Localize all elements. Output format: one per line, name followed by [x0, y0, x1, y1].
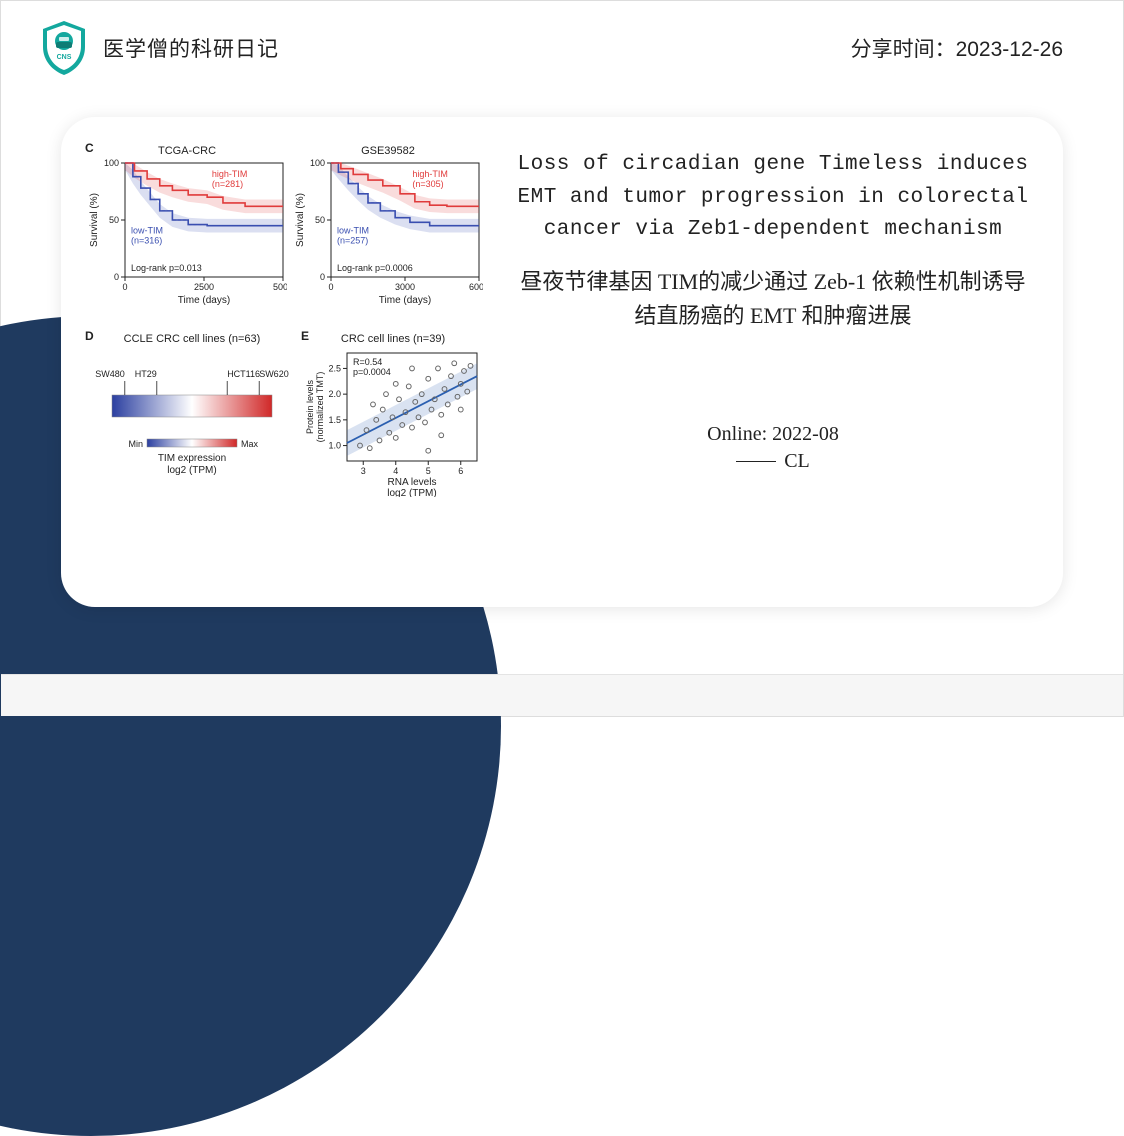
row-de: D CCLE CRC cell lines (n=63) SW480HT29HC… [87, 333, 487, 497]
svg-text:2500: 2500 [194, 282, 214, 292]
panel-d: D CCLE CRC cell lines (n=63) SW480HT29HC… [87, 333, 297, 497]
meta-block: Online: 2022-08 CL [707, 423, 839, 473]
header: CNS 医学僧的科研日记 分享时间：2023-12-26 [1, 1, 1123, 87]
panel-e: E CRC cell lines (n=39) 34561.01.52.02.5… [303, 333, 483, 497]
svg-text:high-TIM: high-TIM [412, 169, 448, 179]
km-plot-c2: 0 3000 6000 0 50 100 Survival (%) Time (days) hi… [293, 159, 483, 309]
content-card: C TCGA-CRC 025005000050100Survival (%)Ti… [61, 117, 1063, 607]
svg-text:log2 (TPM): log2 (TPM) [167, 465, 216, 476]
km-plot-c1: 0 2500 5000 0 50 100 Survival (%) Time (days) hi… [87, 159, 287, 309]
panel-c2: GSE39582 0 3000 6000 0 50 100 Survival (%) Time… [293, 145, 483, 309]
svg-text:p=0.0004: p=0.0004 [353, 367, 391, 377]
svg-text:CNS: CNS [57, 54, 72, 61]
svg-text:high-TIM: high-TIM [212, 169, 248, 179]
svg-text:(n=257): (n=257) [337, 236, 368, 246]
panel-c2-title: GSE39582 [293, 145, 483, 157]
svg-text:(n=281): (n=281) [212, 179, 243, 189]
dash-icon [736, 461, 776, 462]
svg-text:6: 6 [458, 466, 463, 476]
panel-e-title: CRC cell lines (n=39) [303, 333, 483, 345]
panel-c1-title: TCGA-CRC [87, 145, 287, 157]
page: CNS 医学僧的科研日记 分享时间：2023-12-26 C TCGA-CRC … [0, 0, 1124, 717]
panel-label-e: E [301, 329, 309, 343]
svg-text:1.5: 1.5 [328, 415, 341, 425]
svg-text:low-TIM: low-TIM [337, 226, 369, 236]
svg-text:100: 100 [104, 159, 119, 168]
svg-text:1.0: 1.0 [328, 441, 341, 451]
svg-text:Log-rank p=0.0006: Log-rank p=0.0006 [337, 263, 413, 273]
svg-text:Survival (%): Survival (%) [89, 193, 100, 247]
header-left: CNS 医学僧的科研日记 [39, 19, 279, 77]
svg-text:RNA levels: RNA levels [388, 477, 437, 488]
svg-text:Protein levels: Protein levels [305, 379, 315, 434]
bottom-bar [1, 674, 1123, 716]
online-line: Online: 2022-08 [707, 423, 839, 446]
svg-text:Min: Min [128, 439, 143, 449]
svg-text:5: 5 [426, 466, 431, 476]
svg-text:SW620: SW620 [259, 369, 289, 379]
share-date: 2023-12-26 [956, 38, 1063, 61]
row-c: C TCGA-CRC 025005000050100Survival (%)Ti… [87, 145, 487, 309]
svg-text:100: 100 [310, 159, 325, 168]
svg-text:50: 50 [109, 215, 119, 225]
svg-text:0: 0 [122, 282, 127, 292]
svg-text:6000: 6000 [469, 282, 483, 292]
share-time: 分享时间：2023-12-26 [851, 33, 1063, 63]
title-english: Loss of circadian gene Timeless induces … [515, 149, 1031, 247]
svg-text:0: 0 [320, 272, 325, 282]
svg-text:HT29: HT29 [135, 369, 157, 379]
svg-text:R=0.54: R=0.54 [353, 357, 382, 367]
author-line: CL [707, 450, 839, 473]
svg-text:50: 50 [315, 215, 325, 225]
svg-text:3000: 3000 [395, 282, 415, 292]
panel-d-title: CCLE CRC cell lines (n=63) [87, 333, 297, 345]
scatter-plot-e: 3 4 5 6 1.0 1.5 2.0 2.5 R=0.54p=0.0004 Protein le… [303, 347, 483, 497]
svg-text:2.0: 2.0 [328, 389, 341, 399]
share-label: 分享时间： [851, 38, 956, 61]
panel-label-d: D [85, 329, 94, 343]
title-chinese: 昼夜节律基因 TIM的减少通过 Zeb-1 依赖性机制诱导结直肠癌的 EMT 和… [515, 265, 1031, 333]
svg-text:0: 0 [328, 282, 333, 292]
brand-logo-icon: CNS [39, 19, 89, 77]
online-date: 2022-08 [772, 423, 839, 445]
svg-text:(normalized TMT): (normalized TMT) [315, 372, 325, 443]
svg-text:Time (days): Time (days) [178, 295, 230, 306]
svg-text:low-TIM: low-TIM [131, 226, 163, 236]
svg-text:Max: Max [241, 439, 259, 449]
svg-text:5000: 5000 [273, 282, 287, 292]
online-label: Online: [707, 423, 767, 445]
svg-text:4: 4 [393, 466, 398, 476]
svg-text:0: 0 [114, 272, 119, 282]
svg-text:Time (days): Time (days) [379, 295, 431, 306]
svg-text:SW480: SW480 [95, 369, 125, 379]
panel-c1: C TCGA-CRC 025005000050100Survival (%)Ti… [87, 145, 287, 309]
svg-text:2.5: 2.5 [328, 363, 341, 373]
panel-label-c: C [85, 141, 94, 155]
author-name: CL [784, 450, 810, 473]
gradient-bar-d: SW480 HT29 HCT116SW620 Min Max TIM expression… [87, 347, 297, 497]
svg-text:log2 (TPM): log2 (TPM) [387, 488, 436, 497]
svg-text:HCT116: HCT116 [227, 369, 260, 379]
brand-title: 医学僧的科研日记 [103, 33, 279, 63]
svg-text:(n=316): (n=316) [131, 236, 162, 246]
text-column: Loss of circadian gene Timeless induces … [509, 145, 1037, 571]
svg-text:3: 3 [361, 466, 366, 476]
svg-text:TIM expression: TIM expression [158, 453, 226, 464]
svg-text:Survival (%): Survival (%) [295, 193, 306, 247]
svg-text:Log-rank p=0.013: Log-rank p=0.013 [131, 263, 202, 273]
figure-column: C TCGA-CRC 025005000050100Survival (%)Ti… [87, 145, 487, 571]
svg-text:(n=305): (n=305) [412, 179, 443, 189]
